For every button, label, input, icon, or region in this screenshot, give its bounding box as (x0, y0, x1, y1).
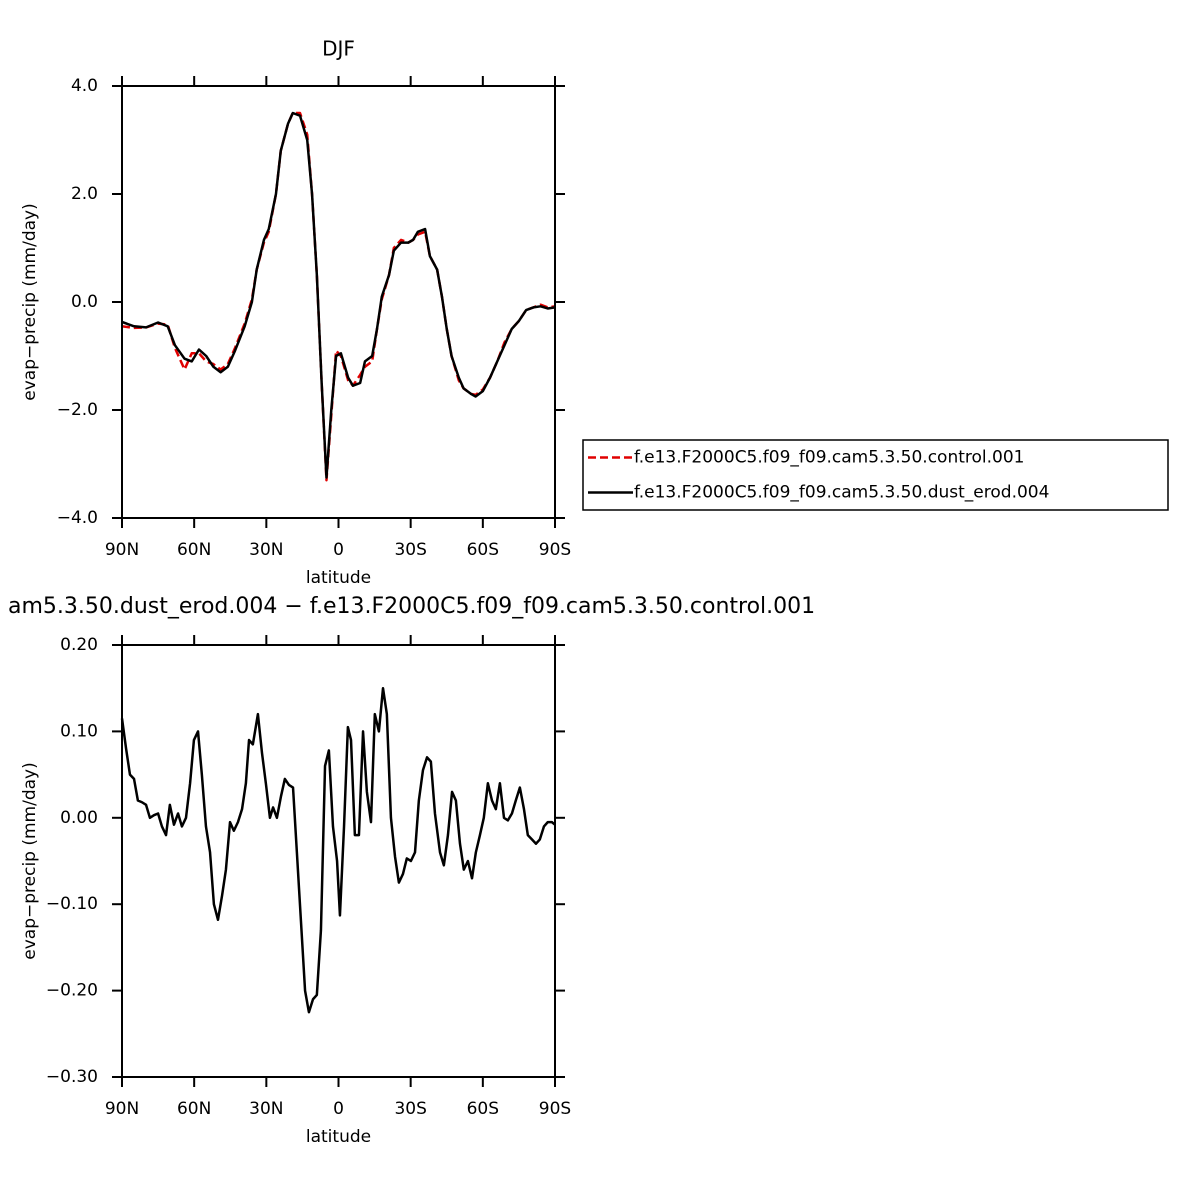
legend-label: f.e13.F2000C5.f09_f09.cam5.3.50.dust_ero… (634, 483, 1049, 503)
x-tick-label: 30N (249, 1099, 283, 1119)
y-tick-label: −4.0 (57, 508, 98, 528)
y-tick-label: −2.0 (57, 400, 98, 420)
x-tick-label: 90N (105, 540, 139, 560)
x-tick-label: 0 (333, 1099, 344, 1119)
x-tick-label: 0 (333, 540, 344, 560)
y-tick-label: 0.20 (60, 635, 98, 655)
plot-frame (121, 644, 556, 1078)
y-tick-label: −0.20 (46, 981, 98, 1001)
y-tick-label: 4.0 (71, 76, 98, 96)
y-tick-label: −0.10 (46, 894, 98, 914)
y-tick-label: 2.0 (71, 184, 98, 204)
y-axis-label: evap−precip (mm/day) (20, 203, 40, 400)
data-line (121, 111, 556, 482)
x-tick-label: 60N (177, 1099, 211, 1119)
chart-title: DJF (322, 37, 355, 61)
x-tick-label: 30S (394, 540, 426, 560)
legend-label: f.e13.F2000C5.f09_f09.cam5.3.50.control.… (634, 448, 1025, 468)
x-tick-label: 90N (105, 1099, 139, 1119)
y-tick-label: −0.30 (46, 1067, 98, 1087)
y-axis-label: evap−precip (mm/day) (20, 762, 40, 959)
data-line (121, 111, 556, 479)
y-tick-label: 0.0 (71, 292, 98, 312)
x-axis-label: latitude (306, 1127, 371, 1147)
x-tick-label: 30S (394, 1099, 426, 1119)
data-line (120, 686, 556, 1014)
x-tick-label: 60N (177, 540, 211, 560)
x-tick-label: 30N (249, 540, 283, 560)
x-tick-label: 90S (539, 1099, 571, 1119)
y-tick-label: 0.00 (60, 808, 98, 828)
chart-title: am5.3.50.dust_erod.004 − f.e13.F2000C5.f… (8, 594, 815, 619)
x-tick-label: 60S (467, 1099, 499, 1119)
plot-frame (121, 85, 556, 519)
x-axis-label: latitude (306, 568, 371, 588)
y-tick-label: 0.10 (60, 721, 98, 741)
legend-box (582, 439, 1169, 511)
x-tick-label: 60S (467, 540, 499, 560)
x-tick-label: 90S (539, 540, 571, 560)
